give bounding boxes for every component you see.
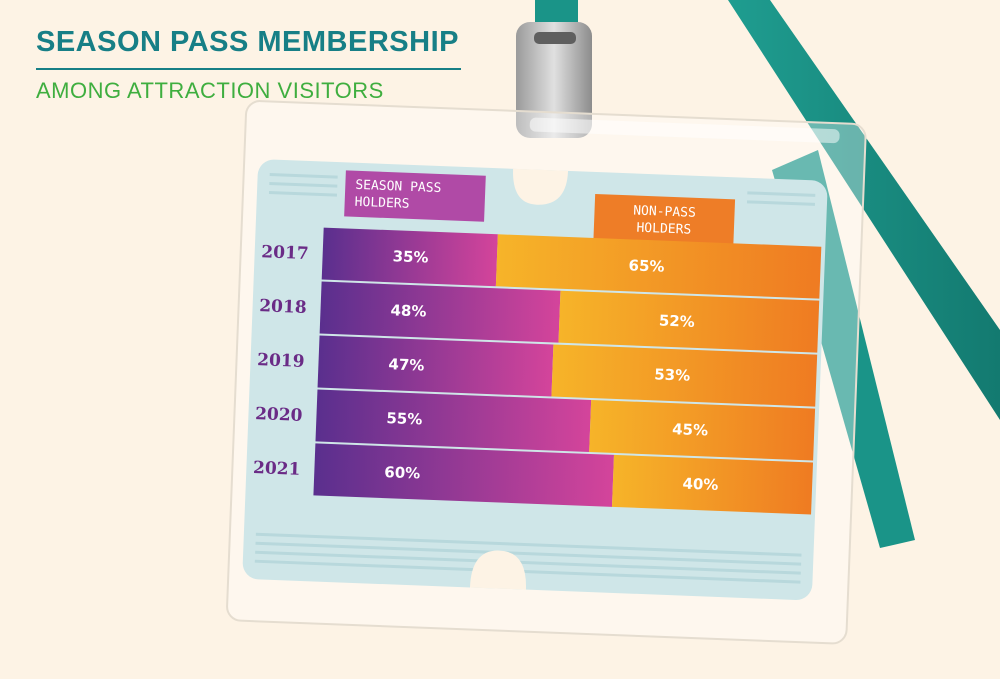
bar-pass-holders-2019 (317, 335, 554, 397)
bar-non-pass-holders-2020 (589, 399, 816, 461)
legend-pass-holders-line1: SEASON PASS (355, 178, 442, 196)
legend-pass-holders: SEASON PASS HOLDERS (344, 170, 486, 222)
year-label-2018: 2018 (259, 296, 307, 318)
bar-pass-holders-2017 (321, 227, 498, 287)
year-label-2021: 2021 (253, 458, 301, 480)
bar-non-pass-holders-2019 (551, 344, 818, 407)
bar-pass-holders-2020 (315, 389, 592, 452)
bar-pass-holders-2018 (319, 281, 561, 343)
year-label-2019: 2019 (257, 350, 305, 372)
label-non-pass-holders-2019: 53% (654, 365, 691, 384)
year-label-2020: 2020 (255, 404, 303, 426)
label-pass-holders-2019: 47% (388, 355, 425, 374)
card-top-notch (513, 168, 569, 205)
legend-non-pass-holders-line2: HOLDERS (636, 221, 691, 238)
label-non-pass-holders-2017: 65% (628, 256, 665, 275)
legend-non-pass-holders-line1: NON-PASS (633, 203, 696, 220)
legend-pass-holders-line2: HOLDERS (354, 195, 409, 212)
year-label-2017: 2017 (261, 242, 309, 264)
label-pass-holders-2021: 60% (384, 463, 421, 482)
label-non-pass-holders-2020: 45% (672, 420, 709, 439)
lanyard-strap-right (728, 0, 1000, 420)
bar-pass-holders-2021 (313, 443, 614, 507)
chart-title: SEASON PASS MEMBERSHIP (36, 26, 459, 58)
label-pass-holders-2017: 35% (392, 247, 429, 266)
label-non-pass-holders-2021: 40% (682, 475, 719, 494)
badge-clip-slot (534, 32, 576, 44)
bar-non-pass-holders-2017 (495, 234, 822, 299)
label-pass-holders-2020: 55% (386, 409, 423, 428)
label-non-pass-holders-2018: 52% (659, 312, 696, 331)
card-bottom-notch (469, 550, 526, 590)
label-pass-holders-2018: 48% (390, 301, 427, 320)
title-divider (36, 68, 461, 70)
chart-subtitle: AMONG ATTRACTION VISITORS (36, 78, 384, 103)
bar-non-pass-holders-2018 (558, 290, 820, 353)
legend-non-pass-holders: NON-PASS HOLDERS (593, 193, 736, 248)
badge-clip (516, 22, 592, 138)
bar-non-pass-holders-2021 (611, 454, 814, 515)
